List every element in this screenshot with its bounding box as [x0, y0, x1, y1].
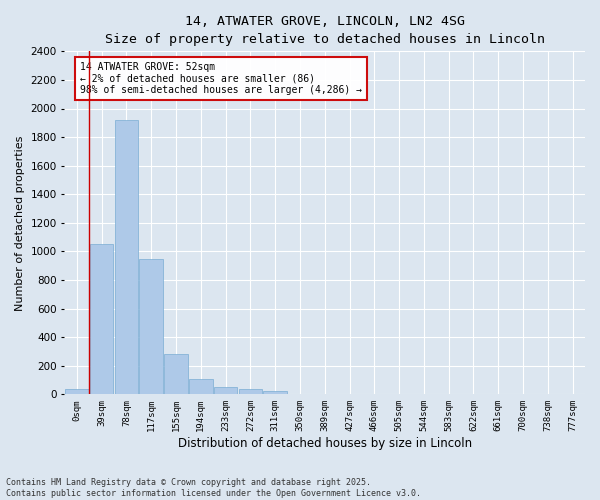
Bar — [90, 244, 113, 394]
Bar — [239, 390, 262, 394]
Bar — [189, 380, 212, 394]
Bar — [115, 120, 138, 394]
Text: 14 ATWATER GROVE: 52sqm
← 2% of detached houses are smaller (86)
98% of semi-det: 14 ATWATER GROVE: 52sqm ← 2% of detached… — [80, 62, 362, 95]
Bar — [65, 388, 89, 394]
X-axis label: Distribution of detached houses by size in Lincoln: Distribution of detached houses by size … — [178, 437, 472, 450]
Bar — [263, 392, 287, 394]
Bar — [164, 354, 188, 395]
Bar — [139, 258, 163, 394]
Bar — [214, 387, 238, 394]
Y-axis label: Number of detached properties: Number of detached properties — [15, 135, 25, 310]
Text: Contains HM Land Registry data © Crown copyright and database right 2025.
Contai: Contains HM Land Registry data © Crown c… — [6, 478, 421, 498]
Title: 14, ATWATER GROVE, LINCOLN, LN2 4SG
Size of property relative to detached houses: 14, ATWATER GROVE, LINCOLN, LN2 4SG Size… — [105, 15, 545, 46]
